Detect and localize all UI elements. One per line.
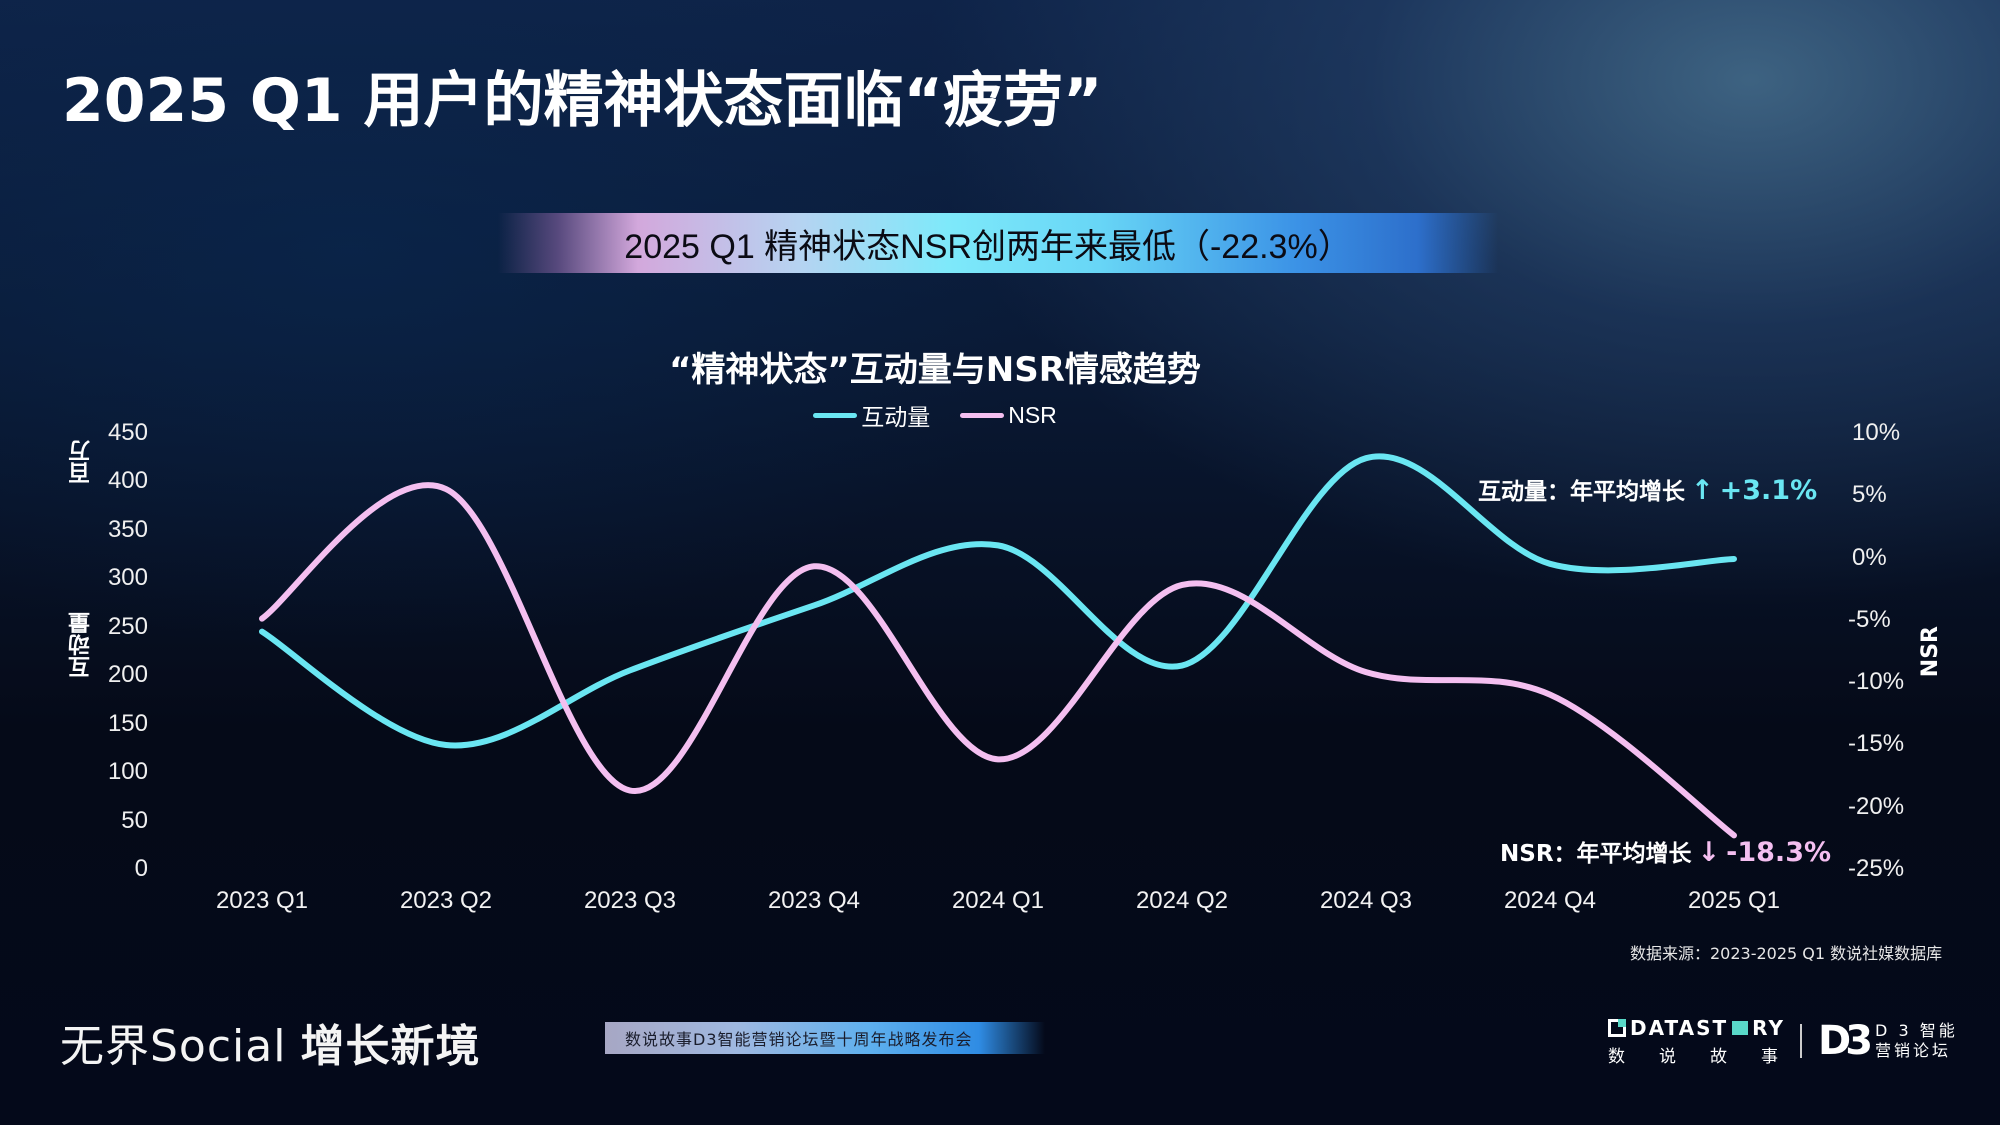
x-tick: 2023 Q1 [215,887,309,914]
d3-logo-line2: 营销论坛 [1875,1041,1952,1060]
footer-brand: 无界Social 增长新境 [60,1010,480,1074]
x-tick: 2023 Q4 [767,887,861,914]
logo-cn-char: 事 [1761,1047,1778,1067]
legend-swatch-cyan [813,412,858,418]
annotation-nsr-growth: NSR：年平均增长 ↓ -18.3% [1500,834,1831,868]
chart-title: “精神状态”互动量与NSR情感趋势 [669,350,1201,390]
datastory-logo: DATAST RY 数 说 故 事 [1608,1016,1785,1067]
y-right-tick: 0% [1852,543,1887,571]
chart-legend: 互动量 NSR [0,398,1870,432]
legend-item-interactions: 互动量 [813,398,930,432]
brand-en: Social [150,1021,287,1072]
wordmark-part-a: DATAST [1630,1016,1729,1040]
y-right-tick: 10% [1852,419,1901,446]
x-tick: 2023 Q3 [583,887,677,914]
y-left-tick: 200 [107,661,148,689]
y-left-tick: 50 [121,806,148,834]
up-arrow-icon: ↑ [1691,475,1714,506]
datastory-cn: 数 说 故 事 [1608,1042,1778,1067]
x-tick: 2023 Q2 [399,887,493,914]
legend-swatch-pink [960,412,1005,418]
y-right-tick: -10% [1848,668,1905,696]
y-right-tick: -5% [1848,605,1891,633]
banner-text: 2025 Q1 精神状态NSR创两年来最低（-22.3%） [624,227,1352,266]
down-arrow-icon: ↓ [1697,837,1721,868]
x-tick: 2025 Q1 [1687,887,1781,914]
y-right-tick: 5% [1852,481,1887,509]
x-tick: 2024 Q2 [1135,887,1229,914]
legend-label: NSR [1008,401,1057,428]
d3-forum-logo: D3 D 3 智能 营销论坛 [1818,1018,1958,1064]
d3-logo-line1: D 3 智能 [1875,1021,1958,1040]
d3-mark-icon: D3 [1818,1018,1873,1064]
y-right-tick: -15% [1848,730,1905,758]
y-left-tick: 450 [107,419,148,446]
brand-cn2: 增长新境 [300,1021,481,1072]
annotation-value: -18.3% [1726,837,1832,868]
d3-logo-text: D 3 智能 营销论坛 [1875,1021,1958,1061]
y-right-tick: -25% [1848,855,1905,882]
datastory-mark-icon [1608,1019,1626,1037]
logo-divider [1800,1024,1802,1058]
annotation-value: +3.1% [1719,475,1818,506]
logo-cn-char: 数 [1608,1047,1625,1067]
y-left-tick: 300 [107,564,148,592]
brand-cn1: 无界 [60,1021,150,1072]
headline-banner: 2025 Q1 精神状态NSR创两年来最低（-22.3%） [498,213,1498,273]
y-left-tick: 100 [107,758,148,786]
legend-label: 互动量 [861,404,931,430]
series-line-interactions [259,453,1737,749]
y-left-tick: 250 [107,612,148,640]
x-tick: 2024 Q4 [1503,887,1597,914]
event-name: 数说故事D3智能营销论坛暨十周年战略发布会 [625,1030,973,1049]
wordmark-o-block-icon [1732,1021,1749,1035]
annotation-label: 互动量：年平均增长 [1478,479,1685,505]
logo-cn-char: 说 [1659,1047,1676,1067]
data-source-note: 数据来源：2023-2025 Q1 数说社媒数据库 [1630,944,1943,963]
event-pill: 数说故事D3智能营销论坛暨十周年战略发布会 [605,1022,1045,1054]
annotation-label: NSR：年平均增长 [1500,841,1692,867]
y-right-tick: -20% [1848,792,1905,820]
y-left-tick: 150 [107,709,148,737]
y-left-tick: 0 [134,855,148,882]
legend-item-nsr: NSR [960,398,1057,432]
series-line-nsr [259,482,1737,839]
annotation-interactions-growth: 互动量：年平均增长 ↑ +3.1% [1478,472,1817,506]
x-tick: 2024 Q1 [951,887,1045,914]
wordmark-part-b: RY [1752,1016,1785,1040]
slide-title: 2025 Q1 用户的精神状态面临“疲劳” [62,66,1103,136]
y-left-tick: 350 [107,515,148,543]
y-left-tick: 400 [107,467,148,495]
datastory-wordmark: DATAST RY [1608,1016,1785,1040]
logo-cn-char: 故 [1710,1047,1727,1067]
x-tick: 2024 Q3 [1319,887,1413,914]
